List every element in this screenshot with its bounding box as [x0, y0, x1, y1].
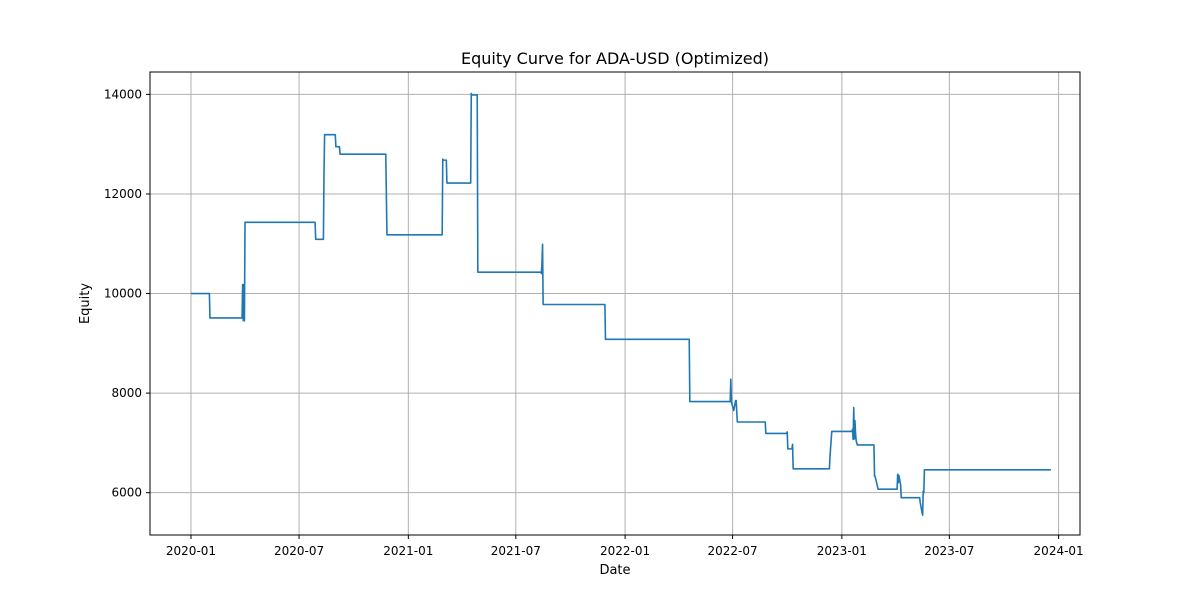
- x-tick-label: 2022-01: [600, 544, 650, 558]
- y-tick-label: 14000: [104, 87, 142, 101]
- y-axis-label: Equity: [78, 283, 93, 324]
- x-tick-label: 2020-01: [166, 544, 216, 558]
- y-tick-label: 8000: [111, 386, 142, 400]
- plot-frame: [149, 71, 1081, 536]
- x-tick-label: 2022-07: [708, 544, 758, 558]
- grid-lines: [150, 72, 1080, 535]
- y-tick-label: 6000: [111, 486, 142, 500]
- x-tick-label: 2020-07: [274, 544, 324, 558]
- equity-series-line: [190, 92, 1051, 516]
- x-tick-label: 2021-01: [383, 544, 433, 558]
- series-layer: [190, 92, 1051, 516]
- x-tick-label: 2024-01: [1034, 544, 1084, 558]
- x-tick-label: 2021-07: [491, 544, 541, 558]
- x-tick-label: 2023-01: [817, 544, 867, 558]
- y-tick-label: 12000: [104, 187, 142, 201]
- x-axis-ticks: 2020-01 2020-07 2021-01 2021-07 2022-01 2022-…: [166, 535, 1084, 558]
- x-axis-label: Date: [599, 563, 630, 578]
- y-tick-label: 10000: [104, 287, 142, 301]
- x-tick-label: 2023-07: [924, 544, 974, 558]
- chart-title: Equity Curve for ADA-USD (Optimized): [461, 49, 769, 68]
- y-axis-ticks: 6000 8000 10000 12000 14000: [104, 87, 150, 500]
